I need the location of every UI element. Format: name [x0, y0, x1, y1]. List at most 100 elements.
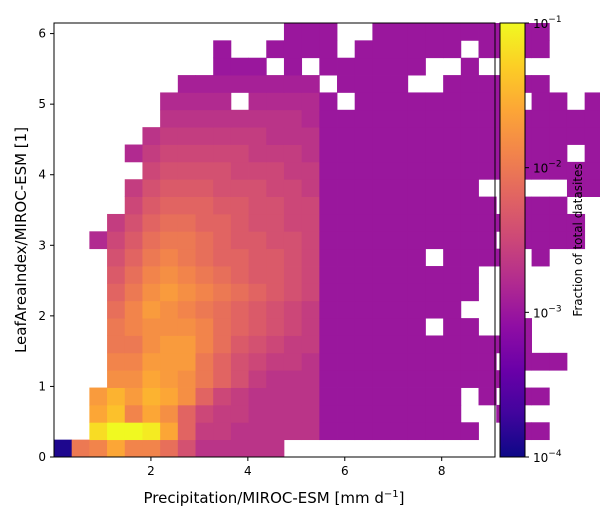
heatmap-cell [107, 283, 126, 302]
heatmap-cell [142, 144, 161, 163]
heatmap-cell [460, 23, 479, 41]
heatmap-cell [425, 213, 444, 232]
heatmap-cell [195, 352, 214, 371]
heatmap-cell [195, 318, 214, 336]
heatmap-cell [478, 335, 497, 354]
heatmap-cell [407, 179, 426, 197]
heatmap-cell [301, 92, 320, 111]
heatmap-cell [319, 266, 338, 284]
heatmap-cell [372, 248, 391, 267]
heatmap-cells [54, 23, 600, 458]
heatmap-cell [390, 248, 409, 267]
heatmap-cell [266, 127, 285, 145]
heatmap-cell [301, 300, 320, 319]
heatmap-cell [195, 92, 214, 111]
heatmap-cell [337, 352, 356, 371]
heatmap-cell [230, 335, 249, 354]
heatmap-cell [319, 352, 338, 371]
heatmap-cell [354, 248, 373, 267]
heatmap-cell [425, 40, 444, 59]
heatmap-cell [372, 422, 391, 441]
heatmap-cell [390, 404, 409, 423]
heatmap-cell [248, 92, 267, 111]
heatmap-cell [354, 318, 373, 336]
heatmap-cell [354, 300, 373, 319]
heatmap-cell [566, 213, 586, 232]
heatmap-cell [266, 352, 285, 371]
heatmap-cell [319, 57, 338, 76]
heatmap-cell [195, 422, 214, 441]
heatmap-cell [460, 352, 479, 371]
heatmap-cell [425, 283, 444, 302]
heatmap-cell [160, 387, 179, 406]
heatmap-cell [425, 109, 444, 128]
heatmap-cell [372, 161, 391, 180]
colorbar-tick-label: 10−2 [533, 160, 562, 176]
colorbar-tick-label: 10−4 [533, 449, 562, 465]
y-tick-label: 2 [38, 309, 46, 323]
heatmap-cell [531, 109, 550, 128]
heatmap-cell [230, 196, 249, 215]
heatmap-cell [283, 300, 303, 319]
heatmap-cell [425, 404, 444, 423]
heatmap-cell [372, 196, 391, 215]
heatmap-cell [337, 75, 356, 93]
heatmap-cell [531, 75, 550, 93]
heatmap-cell [372, 300, 391, 319]
heatmap-cell [248, 109, 267, 128]
heatmap-cell [283, 318, 303, 336]
heatmap-cell [531, 40, 550, 59]
heatmap-cell [390, 92, 409, 111]
heatmap-cell [407, 404, 426, 423]
heatmap-cell [107, 352, 126, 371]
heatmap-cell [460, 231, 479, 250]
heatmap-cell [478, 92, 497, 111]
heatmap-cell [319, 23, 338, 41]
heatmap-cell [124, 213, 143, 232]
x-axis-label-end: ] [399, 489, 405, 507]
heatmap-cell [266, 300, 285, 319]
heatmap-cell [283, 387, 303, 406]
heatmap-cell [89, 231, 108, 250]
heatmap-cell [283, 283, 303, 302]
heatmap-cell [443, 144, 462, 163]
heatmap-cell [354, 196, 373, 215]
heatmap-cell [460, 335, 479, 354]
heatmap-cell [319, 179, 338, 197]
heatmap-cell [124, 300, 143, 319]
heatmap-cell [248, 75, 267, 93]
heatmap-cell [478, 231, 497, 250]
heatmap-cell [531, 92, 550, 111]
heatmap-cell [425, 127, 444, 145]
heatmap-cell [177, 370, 196, 388]
heatmap-cell [248, 127, 267, 145]
heatmap-cell [160, 318, 179, 336]
heatmap-cell [372, 127, 391, 145]
heatmap-cell [584, 109, 600, 128]
heatmap-cell [283, 352, 303, 371]
heatmap-cell [142, 161, 161, 180]
heatmap-cell [283, 196, 303, 215]
colorbar [499, 22, 526, 458]
heatmap-cell [89, 404, 108, 423]
heatmap-cell [407, 231, 426, 250]
heatmap-cell [549, 127, 568, 145]
heatmap-cell [584, 127, 600, 145]
heatmap-cell [283, 23, 303, 41]
heatmap-cell [425, 335, 444, 354]
heatmap-cell [460, 248, 479, 267]
heatmap-cell [407, 300, 426, 319]
heatmap-cell [266, 266, 285, 284]
heatmap-cell [407, 213, 426, 232]
heatmap-cell [283, 266, 303, 284]
heatmap-cell [319, 248, 338, 267]
heatmap-cell [124, 335, 143, 354]
heatmap-cell [337, 283, 356, 302]
heatmap-cell [372, 266, 391, 284]
heatmap-cell [124, 422, 143, 441]
heatmap-cell [460, 92, 479, 111]
heatmap-cell [160, 213, 179, 232]
heatmap-cell [549, 352, 568, 371]
heatmap-cell [160, 196, 179, 215]
heatmap-cell [443, 283, 462, 302]
